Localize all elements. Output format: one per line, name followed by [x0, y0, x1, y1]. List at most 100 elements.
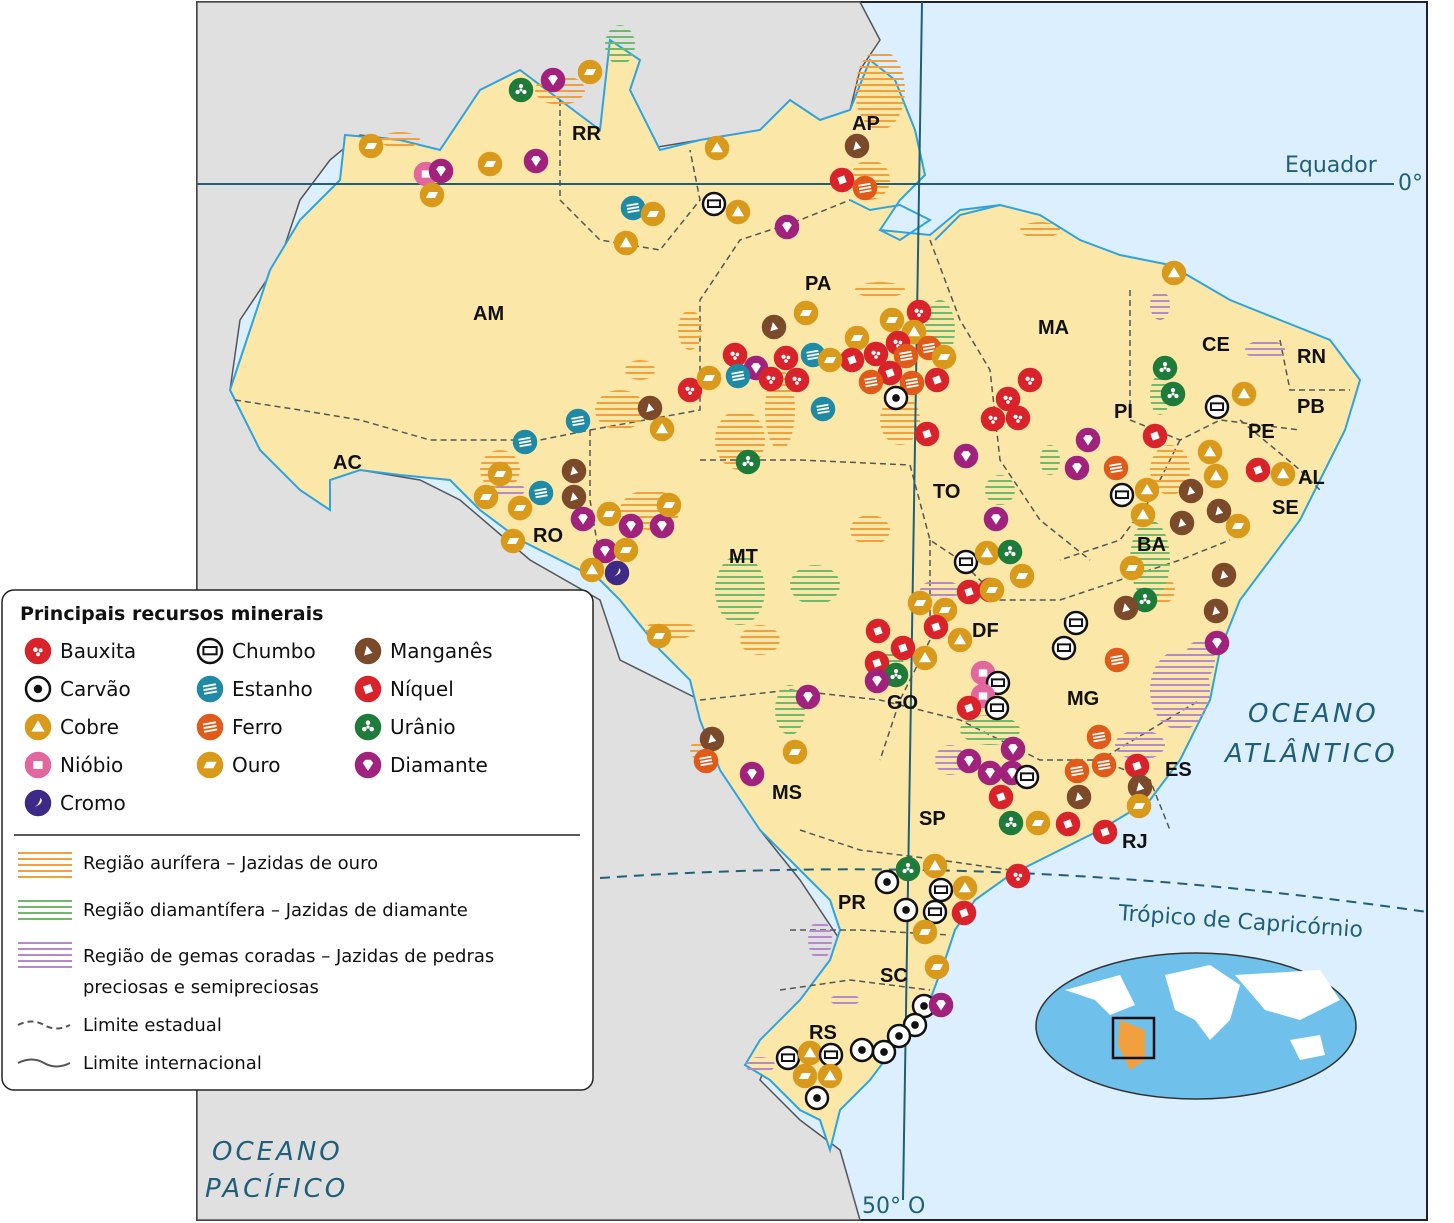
map-cobre-icon — [922, 853, 948, 879]
state-label-pe: PE — [1248, 421, 1275, 443]
map-niquel-icon — [1055, 811, 1081, 837]
map-manganes-icon — [699, 726, 725, 752]
map-chumbo-icon — [922, 899, 948, 925]
atlantic-label-2: ATLÂNTICO — [1223, 737, 1398, 769]
map-cobre-icon — [797, 1040, 823, 1066]
state-label-rn: RN — [1297, 346, 1326, 368]
map-carvao-icon — [874, 869, 900, 895]
map-niquel-icon — [890, 635, 916, 661]
map-ouro-icon — [613, 537, 639, 563]
state-label-pr: PR — [838, 892, 866, 914]
legend-swatch-gemas — [18, 942, 72, 972]
map-diamante-icon — [774, 214, 800, 240]
map-manganes-icon — [844, 133, 870, 159]
map-niquel-icon — [1124, 753, 1150, 779]
map-manganes-icon — [561, 458, 587, 484]
map-ouro-icon — [924, 954, 950, 980]
map-niquel-icon — [923, 614, 949, 640]
legend-label-cromo: Cromo — [60, 791, 126, 815]
map-ouro-icon — [931, 344, 957, 370]
map-ferro-icon — [1091, 752, 1117, 778]
legend-swatch-internacional — [17, 1058, 71, 1068]
legend-estanho-icon — [196, 675, 224, 703]
map-bauxita-icon — [995, 386, 1021, 412]
map-chumbo-icon — [775, 1045, 801, 1071]
state-label-ap: AP — [852, 113, 880, 135]
map-diamante-icon — [795, 684, 821, 710]
map-diamante-icon — [864, 668, 890, 694]
map-ferro-icon — [1064, 758, 1090, 784]
legend-chumbo-icon — [196, 637, 224, 665]
map-chumbo-icon — [984, 695, 1010, 721]
map-chumbo-icon — [953, 549, 979, 575]
legend-title: Principais recursos minerais — [20, 603, 323, 625]
state-label-mt: MT — [729, 546, 758, 568]
map-ouro-icon — [817, 347, 843, 373]
state-label-to: TO — [933, 481, 960, 503]
map-bauxita-icon — [677, 377, 703, 403]
map-ouro-icon — [1009, 563, 1035, 589]
map-bauxita-icon — [773, 345, 799, 371]
map-ouro-icon — [507, 495, 533, 521]
map-cobre-icon — [704, 135, 730, 161]
map-diamante-icon — [649, 513, 675, 539]
map-ouro-icon — [907, 590, 933, 616]
map-cobre-icon — [579, 557, 605, 583]
map-manganes-icon — [1203, 598, 1229, 624]
map-niquel-icon — [1245, 457, 1271, 483]
map-chumbo-icon — [928, 877, 954, 903]
map-cobre-icon — [1270, 461, 1296, 487]
map-chumbo-icon — [1014, 764, 1040, 790]
map-estanho-icon — [528, 480, 554, 506]
map-ferro-icon — [899, 370, 925, 396]
legend-carvao-icon — [24, 675, 52, 703]
map-ouro-icon — [844, 325, 870, 351]
legend-cobre-icon — [24, 713, 52, 741]
legend-uranio-icon — [354, 713, 382, 741]
map-bauxita-icon — [1017, 367, 1043, 393]
map-estanho-icon — [725, 363, 751, 389]
legend-bauxita-icon — [24, 637, 52, 665]
map-cobre-icon — [725, 199, 751, 225]
legend-label-gemas-1: Região de gemas coradas – Jazidas de ped… — [83, 946, 494, 967]
map-bauxita-icon — [784, 367, 810, 393]
map-chumbo-icon — [701, 191, 727, 217]
map-cobre-icon — [1134, 477, 1160, 503]
map-manganes-icon — [1113, 595, 1139, 621]
map-niquel-icon — [924, 367, 950, 393]
map-bauxita-icon — [980, 406, 1006, 432]
map-uranio-icon — [997, 539, 1023, 565]
map-ouro-icon — [696, 365, 722, 391]
map-estanho-icon — [810, 396, 836, 422]
map-uranio-icon — [1152, 355, 1178, 381]
legend-label-aurifera: Região aurífera – Jazidas de ouro — [83, 853, 378, 874]
map-ferro-icon — [858, 369, 884, 395]
atlantic-label-1: OCEANO — [1248, 699, 1379, 729]
map-chumbo-icon — [1063, 610, 1089, 636]
map-bauxita-icon — [906, 299, 932, 325]
legend-label-manganes: Manganês — [390, 639, 493, 663]
map-cobre-icon — [947, 627, 973, 653]
map-carvao-icon — [849, 1037, 875, 1063]
map-ouro-icon — [1225, 513, 1251, 539]
map-diamante-icon — [428, 158, 454, 184]
map-cobre-icon — [1197, 439, 1223, 465]
legend-cromo-icon — [24, 789, 52, 817]
legend-label-carvao: Carvão — [60, 677, 131, 701]
map-diamante-icon — [1075, 427, 1101, 453]
map-diamante-icon — [739, 761, 765, 787]
legend-label-estanho: Estanho — [232, 677, 313, 701]
legend-label-diamantifera: Região diamantífera – Jazidas de diamant… — [83, 900, 468, 921]
map-manganes-icon — [1178, 478, 1204, 504]
state-label-sp: SP — [919, 808, 946, 830]
map-ouro-icon — [419, 182, 445, 208]
map-bauxita-icon — [863, 341, 889, 367]
map-ouro-icon — [1119, 555, 1145, 581]
legend-ouro-icon — [196, 751, 224, 779]
map-ouro-icon — [656, 492, 682, 518]
state-label-pb: PB — [1297, 396, 1325, 418]
legend-label-niquel: Níquel — [390, 677, 454, 701]
map-carvao-icon — [871, 1039, 897, 1065]
map-bauxita-icon — [758, 366, 784, 392]
